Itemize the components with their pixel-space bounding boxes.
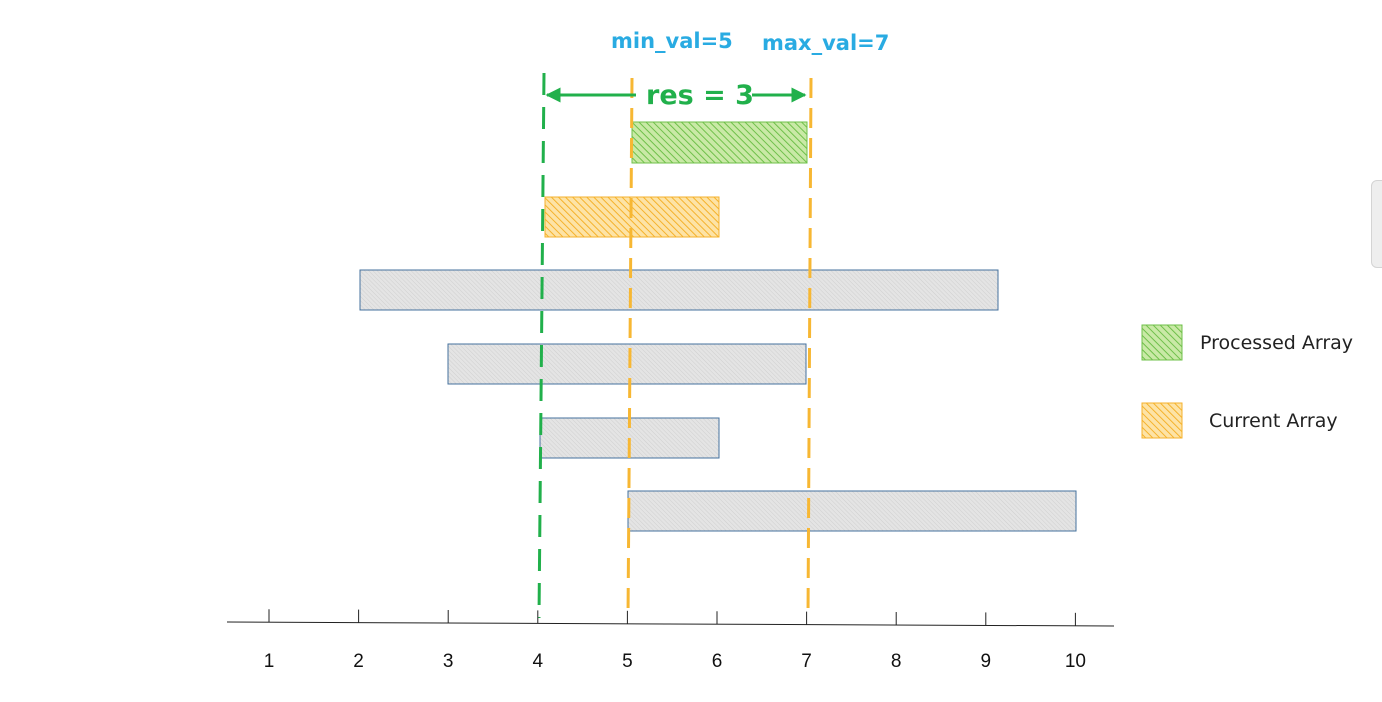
legend-label-processed: Processed Array [1200, 332, 1353, 354]
x-axis-tick-label: 10 [1065, 651, 1086, 672]
x-axis-tick-label: 3 [443, 651, 454, 672]
x-axis-tick-label: 6 [712, 651, 723, 672]
interval-bar-2 [447, 343, 807, 385]
min-val-dashed-line [626, 77, 634, 619]
processed-array-bar [631, 121, 808, 164]
x-axis-tick-label: 5 [622, 651, 633, 672]
x-axis-tick-label: 1 [264, 651, 275, 672]
legend-label-current: Current Array [1209, 410, 1338, 432]
x-axis-tick-label: 9 [981, 651, 992, 672]
x-axis-ticks: 1 2 3 4 5 6 7 8 9 10 [264, 609, 1086, 672]
side-panel-tab[interactable] [1371, 180, 1382, 268]
x-axis-tick-label: 7 [801, 651, 812, 672]
res-label: res = 3 [646, 80, 754, 111]
legend-swatch-current [1141, 402, 1183, 439]
x-axis-tick-label: 2 [353, 651, 364, 672]
interval-bar-1 [359, 269, 999, 311]
x-axis-line [226, 621, 1115, 627]
x-axis-tick-label: 4 [533, 651, 544, 672]
max-val-label: max_val=7 [762, 31, 889, 55]
res-start-dashed-line [537, 72, 546, 619]
max-val-dashed-line [806, 77, 813, 619]
legend-swatch-processed [1141, 324, 1183, 361]
x-axis-tick-label: 8 [891, 651, 902, 672]
interval-bar-4 [627, 490, 1077, 532]
min-val-label: min_val=5 [611, 29, 733, 53]
